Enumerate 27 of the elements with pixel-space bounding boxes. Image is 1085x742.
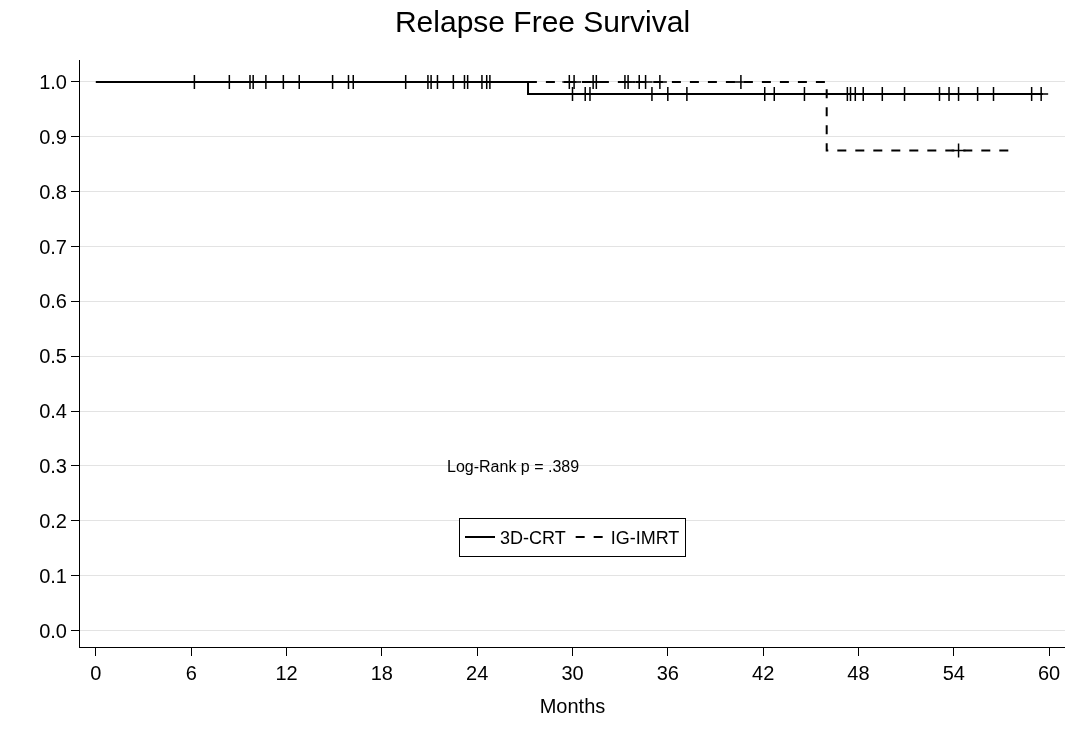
y-tick-label: 0.1 <box>39 564 67 587</box>
y-tick-label: 1.0 <box>39 70 67 93</box>
y-tick-label: 0.0 <box>39 619 67 642</box>
annotation: Log-Rank p = .389 <box>447 458 580 475</box>
y-tick-label: 0.8 <box>39 180 67 203</box>
y-tick-label: 0.2 <box>39 509 67 532</box>
chart-title: Relapse Free Survival <box>394 5 691 39</box>
x-tick-label: 18 <box>370 662 393 684</box>
y-tick-label: 0.4 <box>39 400 67 423</box>
x-tick-label: 36 <box>656 662 679 684</box>
legend-label: IG-IMRT <box>610 528 680 549</box>
y-tick-label: 0.9 <box>39 125 67 148</box>
y-tick-label: 0.7 <box>39 235 67 258</box>
x-tick-label: 12 <box>275 662 298 684</box>
x-axis-title: Months <box>539 694 606 717</box>
x-tick-label: 48 <box>847 662 870 684</box>
x-tick-label: 42 <box>752 662 775 684</box>
x-tick-label: 0 <box>90 662 102 684</box>
x-tick-label: 24 <box>466 662 489 684</box>
y-tick-label: 0.5 <box>39 345 67 368</box>
legend-label: 3D-CRT <box>500 528 566 549</box>
x-tick-label: 54 <box>942 662 965 684</box>
y-tick-label: 0.3 <box>39 454 67 477</box>
y-tick-label: 0.6 <box>39 290 67 313</box>
x-tick-label: 30 <box>561 662 584 684</box>
x-tick-label: 60 <box>1037 662 1061 684</box>
x-tick-label: 6 <box>185 662 197 684</box>
